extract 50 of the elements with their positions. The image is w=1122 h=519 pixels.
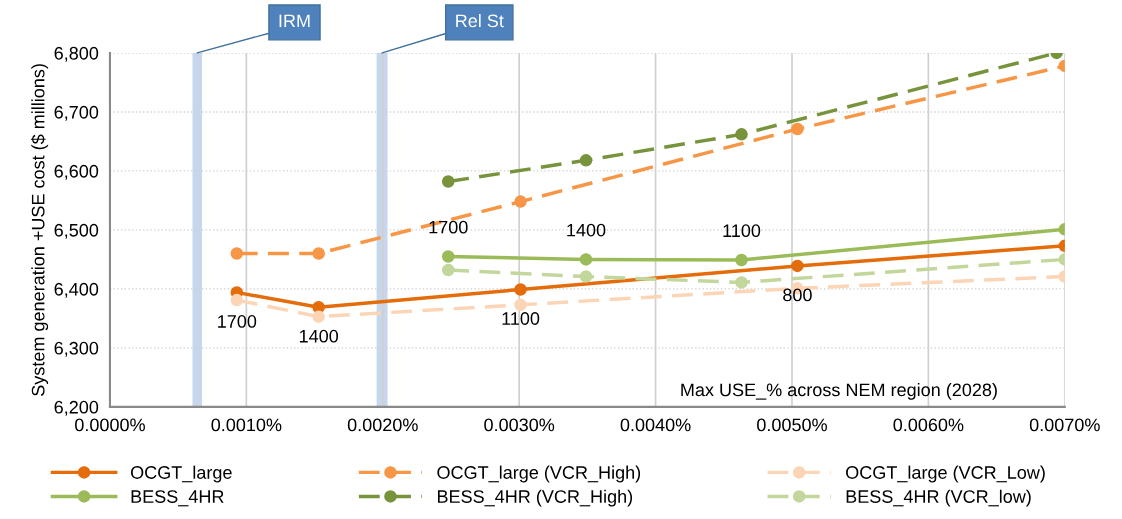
point (441, 263, 455, 277)
y-tick-label: 6,500 (54, 223, 99, 239)
point (735, 253, 748, 267)
x-tick-label: 0.0030% (484, 418, 555, 432)
y-tick-label: 6,400 (54, 282, 99, 298)
annotation: 1400 (567, 223, 606, 237)
y-tick-label: 6,600 (54, 164, 99, 180)
point (579, 253, 593, 266)
band-label: IRM (279, 14, 310, 28)
band-label: Rel St (456, 13, 504, 28)
point (441, 175, 455, 188)
x-axis-title: Max USE_% across NEM region (2028) (681, 382, 997, 400)
x-tick-label: 0.0040% (620, 418, 691, 432)
y-tick-label: 6,800 (54, 46, 99, 62)
point (514, 283, 527, 296)
x-tick-label: 0.0010% (211, 418, 282, 432)
annotation: 1400 (299, 329, 339, 343)
point (791, 122, 804, 136)
legend-label: OCGT_large (VCR_Low) (846, 465, 1045, 483)
point (514, 298, 527, 312)
point (579, 154, 593, 167)
point (579, 270, 593, 283)
point (230, 247, 244, 260)
legend-label: BESS_4HR (131, 490, 224, 507)
legend-label: OCGT_large (130, 465, 232, 483)
y-tick-label: 6,700 (54, 105, 99, 121)
legend-label: BESS_4HR (VCR_low) (846, 489, 1031, 507)
point (441, 250, 455, 263)
annotation: 800 (783, 288, 812, 302)
y-axis-title: System generation +USE cost ($ millions) (31, 64, 49, 396)
annotation: 1100 (723, 224, 761, 238)
x-tick-label: 0.0020% (347, 418, 418, 432)
point (735, 276, 748, 289)
x-tick-label: 0.0050% (757, 418, 827, 432)
annotation: 1700 (429, 220, 468, 234)
legend-label: OCGT_large (VCR_High) (437, 465, 641, 483)
point (312, 247, 325, 260)
point (735, 128, 748, 141)
x-tick-label: 0.0070% (1029, 418, 1100, 432)
legend-label: BESS_4HR (VCR_High) (437, 489, 633, 507)
point (514, 195, 527, 208)
annotation: 1100 (502, 312, 540, 325)
annotation: 1700 (218, 315, 257, 328)
x-tick-label: 0.0000% (75, 418, 145, 432)
x-tick-label: 0.0060% (893, 418, 964, 432)
y-tick-label: 6,200 (54, 400, 99, 416)
point (791, 259, 804, 273)
y-tick-label: 6,300 (54, 341, 99, 357)
point (230, 293, 244, 307)
point (312, 310, 325, 323)
